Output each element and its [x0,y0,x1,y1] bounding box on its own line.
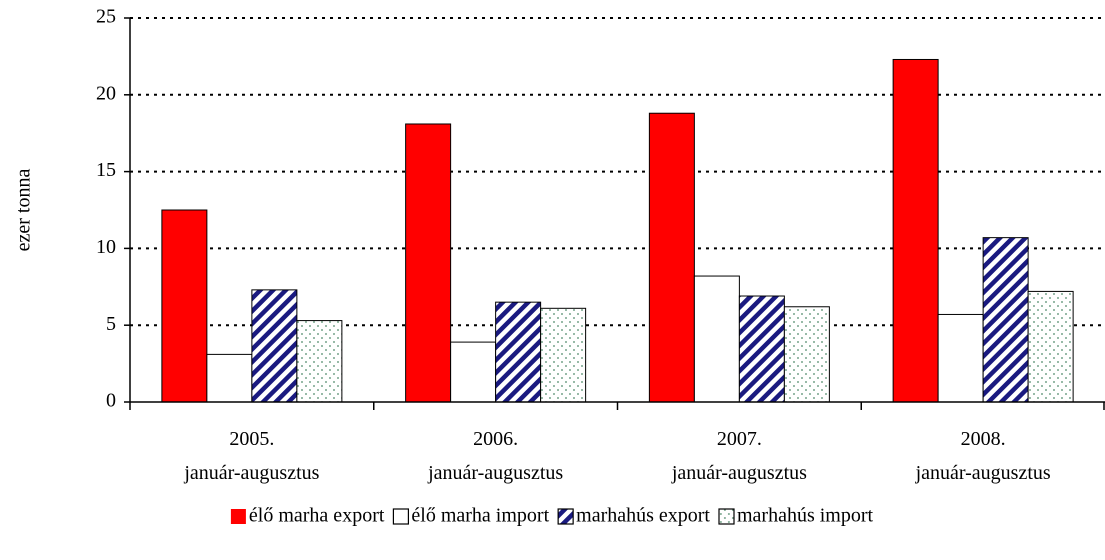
x-tick-label-line: 2008. [961,428,1006,450]
x-tick-label: 2005. január-augusztus [183,428,319,484]
bar [495,301,542,403]
legend-swatch [392,508,410,525]
bar [540,307,587,403]
y-tick-label: 10 [96,236,116,258]
legend-label: marhahús import [737,505,874,527]
y-tick-label: 25 [96,6,116,28]
y-tick-label: 0 [106,390,116,412]
bar [648,112,695,403]
legend-swatch [718,508,735,525]
bar [892,58,939,403]
bar [296,320,343,403]
x-tick-label-line: január-augusztus [915,462,1051,484]
legend-swatch [230,509,246,524]
bar [161,209,208,403]
bar [693,275,740,403]
x-tick-label-line: 2006. [473,428,518,450]
x-tick-label-line: 2005. [229,428,274,450]
legend-swatch [557,508,574,525]
legend: élő marha export élő marha import marhahús… [230,505,874,527]
x-tick-label-line: január-augusztus [183,462,319,484]
bar [738,295,785,403]
legend-label: élő marha import [411,505,549,527]
x-tick-label-line: január-augusztus [427,462,563,484]
y-tick-label: 15 [96,159,116,181]
legend-label: marhahús export [576,505,710,527]
bar [982,237,1029,403]
x-tick-label-line: január-augusztus [671,462,807,484]
bar [450,341,497,403]
y-axis-label: ezer tonna [13,169,35,252]
bar [251,289,298,403]
bar [937,313,984,403]
y-tick-label: 20 [96,82,116,104]
bar [783,306,830,403]
bar [405,123,452,403]
legend-label: élő marha export [249,505,385,527]
y-tick-label: 5 [106,313,116,335]
bar [206,353,253,403]
x-tick-label: 2007. január-augusztus [671,428,807,484]
x-tick-label: 2006. január-augusztus [427,428,563,484]
bar [1027,290,1074,403]
x-tick-label: 2008. január-augusztus [915,428,1051,484]
x-tick-label-line: 2007. [717,428,762,450]
